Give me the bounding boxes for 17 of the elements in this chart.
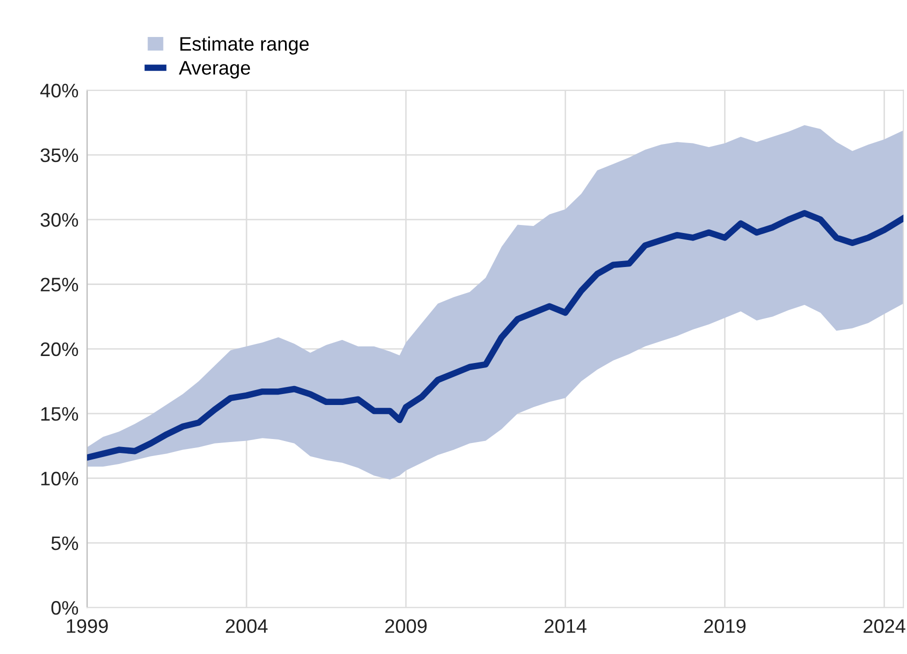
x-tick-label: 2019 (704, 619, 746, 633)
y-tick-label: 40% (40, 84, 78, 98)
y-tick-label: 10% (41, 472, 78, 486)
y-tick-label: 35% (40, 148, 78, 162)
legend-label: Average (178, 61, 250, 79)
x-tick-label: 2024 (864, 619, 906, 633)
y-tick-label: 5% (51, 536, 78, 550)
text: Estimate range (180, 36, 309, 55)
y-tick-label: 0% (51, 601, 78, 615)
x-tick-label: 2009 (385, 619, 427, 633)
x-tick-label: 2004 (226, 619, 268, 633)
x-tick-label: 2014 (544, 619, 586, 633)
y-tick-label: 25% (40, 278, 78, 292)
x-tick-label: 1999 (66, 619, 108, 633)
y-tick-label: 30% (40, 213, 78, 227)
y-tick-label: 15% (41, 407, 78, 421)
y-tick-label: 20% (40, 342, 78, 356)
